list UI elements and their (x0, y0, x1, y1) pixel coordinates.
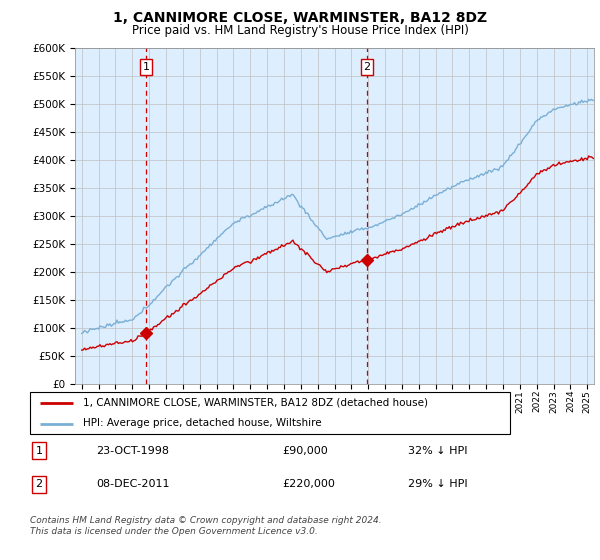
Text: Contains HM Land Registry data © Crown copyright and database right 2024.
This d: Contains HM Land Registry data © Crown c… (30, 516, 382, 536)
Text: 29% ↓ HPI: 29% ↓ HPI (408, 479, 467, 489)
Text: 1, CANNIMORE CLOSE, WARMINSTER, BA12 8DZ (detached house): 1, CANNIMORE CLOSE, WARMINSTER, BA12 8DZ… (83, 398, 428, 408)
Text: 2: 2 (35, 479, 43, 489)
Text: 1: 1 (142, 62, 149, 72)
Text: 08-DEC-2011: 08-DEC-2011 (96, 479, 170, 489)
Text: 23-OCT-1998: 23-OCT-1998 (96, 446, 169, 456)
Text: HPI: Average price, detached house, Wiltshire: HPI: Average price, detached house, Wilt… (83, 418, 322, 428)
Text: 1, CANNIMORE CLOSE, WARMINSTER, BA12 8DZ: 1, CANNIMORE CLOSE, WARMINSTER, BA12 8DZ (113, 11, 487, 25)
Text: £90,000: £90,000 (282, 446, 328, 456)
Text: 32% ↓ HPI: 32% ↓ HPI (408, 446, 467, 456)
Text: 1: 1 (35, 446, 43, 456)
Text: 2: 2 (364, 62, 371, 72)
Text: £220,000: £220,000 (282, 479, 335, 489)
Text: Price paid vs. HM Land Registry's House Price Index (HPI): Price paid vs. HM Land Registry's House … (131, 24, 469, 36)
